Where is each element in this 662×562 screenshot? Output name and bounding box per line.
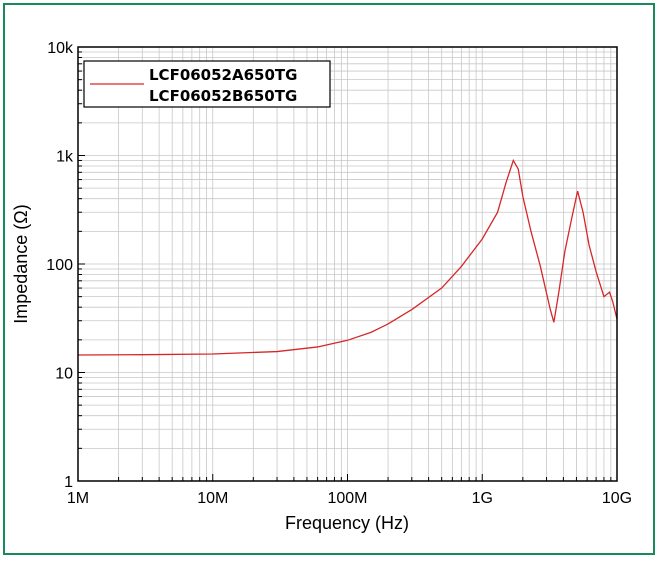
x-tick-label: 10M: [197, 490, 228, 507]
legend: LCF06052A650TG LCF06052B650TG: [83, 60, 331, 108]
series-line-lcf06052a650tg: [77, 158, 618, 356]
x-tick-label: 100M: [327, 490, 367, 507]
y-tick-labels: 1 10 100 1k 10k: [46, 40, 74, 491]
y-axis-title: Impedance (Ω): [11, 204, 31, 324]
x-tick-labels: 1M 10M 100M 1G 10G: [67, 490, 632, 507]
y-tick-label: 100: [46, 257, 73, 274]
x-tick-label: 10G: [602, 490, 632, 507]
y-tick-label: 10k: [47, 40, 74, 57]
plot-border: [77, 46, 618, 482]
y-tick-label: 10: [55, 366, 73, 383]
x-tick-label: 1G: [472, 490, 493, 507]
legend-label-lcf06052b650tg: LCF06052B650TG: [149, 87, 297, 105]
y-tick-label: 1: [64, 474, 73, 491]
y-tick-label: 1k: [56, 149, 74, 166]
x-axis-title: Frequency (Hz): [285, 513, 409, 533]
x-tick-label: 1M: [67, 490, 89, 507]
legend-label-lcf06052a650tg: LCF06052A650TG: [149, 66, 297, 84]
